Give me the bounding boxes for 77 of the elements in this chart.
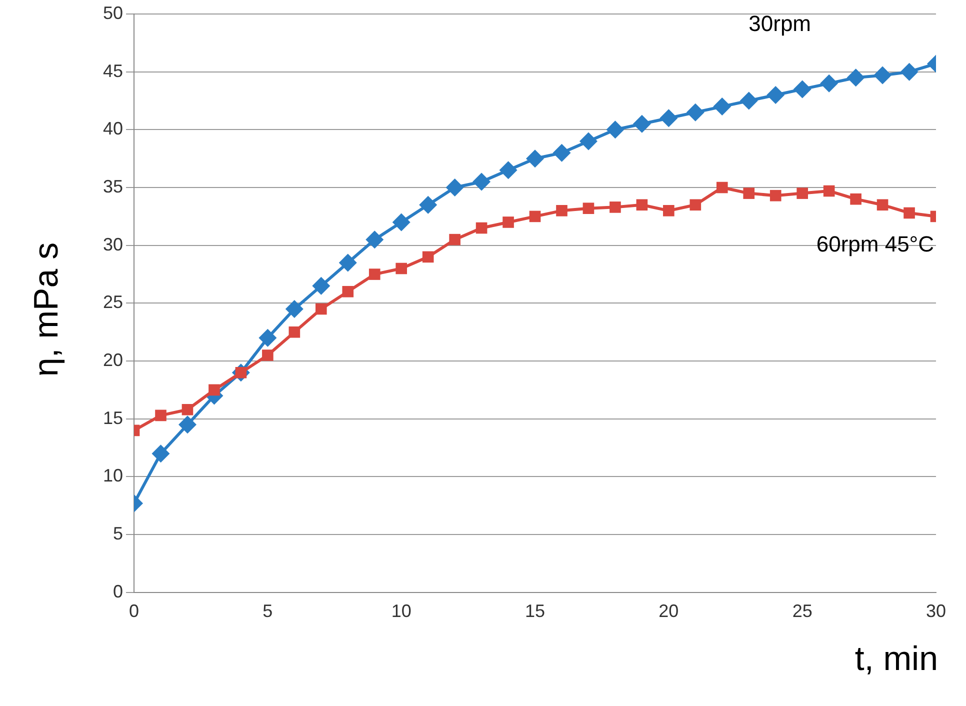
x-tick-label: 25: [792, 601, 812, 622]
point: [392, 213, 410, 232]
x-tick-label: 0: [129, 601, 140, 622]
point: [368, 268, 380, 280]
y-tick-label: 30: [102, 234, 124, 254]
y-tick-label: 5: [113, 524, 124, 544]
point: [610, 202, 621, 213]
x-tick-label: 30: [926, 601, 946, 622]
y-axis-title: η, mPa s: [28, 241, 66, 379]
point: [449, 234, 460, 246]
point: [419, 196, 438, 214]
point: [823, 185, 835, 197]
point: [796, 188, 808, 199]
point: [716, 182, 728, 194]
point: [632, 114, 651, 133]
point: [315, 303, 327, 315]
point: [472, 172, 491, 191]
point: [446, 178, 464, 197]
point: [579, 132, 598, 150]
point: [766, 86, 785, 104]
point: [900, 62, 918, 81]
point: [312, 276, 330, 295]
point: [366, 230, 384, 249]
point: [582, 202, 594, 214]
y-tick-label: 35: [102, 176, 124, 196]
x-tick-label: 10: [391, 601, 412, 622]
point: [396, 262, 408, 274]
point: [529, 210, 541, 222]
y-tick-label: 15: [102, 408, 124, 428]
point: [660, 109, 678, 128]
point: [606, 120, 624, 139]
point: [262, 350, 274, 361]
x-tick-label: 15: [524, 601, 546, 622]
point: [876, 199, 888, 211]
point: [342, 286, 354, 298]
point: [850, 193, 862, 205]
point: [686, 103, 704, 122]
point: [338, 254, 357, 272]
point: [770, 190, 782, 202]
point: [846, 68, 865, 87]
point: [713, 98, 732, 116]
point: [476, 222, 488, 234]
point: [152, 444, 170, 463]
point: [874, 66, 892, 84]
point: [288, 326, 300, 338]
series-label: 30rpm: [748, 10, 811, 36]
point: [422, 251, 434, 263]
x-tick-label: 20: [658, 601, 679, 622]
point: [502, 216, 514, 228]
x-axis-title: t, min: [854, 640, 938, 679]
point: [904, 207, 915, 219]
point: [208, 384, 220, 396]
y-tick-label: 10: [102, 466, 124, 486]
y-tick-label: 20: [102, 350, 124, 370]
point: [182, 404, 194, 416]
point: [258, 328, 277, 347]
point: [499, 161, 518, 180]
y-tick-label: 50: [102, 2, 124, 23]
y-tick-label: 0: [113, 581, 124, 602]
point: [155, 410, 166, 422]
point: [663, 205, 674, 216]
y-tick-label: 45: [102, 60, 124, 81]
point: [743, 188, 755, 199]
point: [285, 300, 304, 318]
point: [178, 416, 196, 434]
point: [556, 205, 568, 216]
point: [552, 144, 571, 162]
point: [636, 199, 648, 211]
x-tick-label: 5: [262, 601, 273, 622]
point: [793, 80, 812, 98]
point: [740, 92, 758, 110]
point: [526, 150, 544, 168]
point: [690, 199, 702, 211]
y-tick-label: 25: [102, 292, 124, 312]
point: [820, 74, 838, 92]
y-tick-label: 40: [102, 118, 124, 139]
series-label: 60rpm 45°C: [816, 232, 934, 257]
